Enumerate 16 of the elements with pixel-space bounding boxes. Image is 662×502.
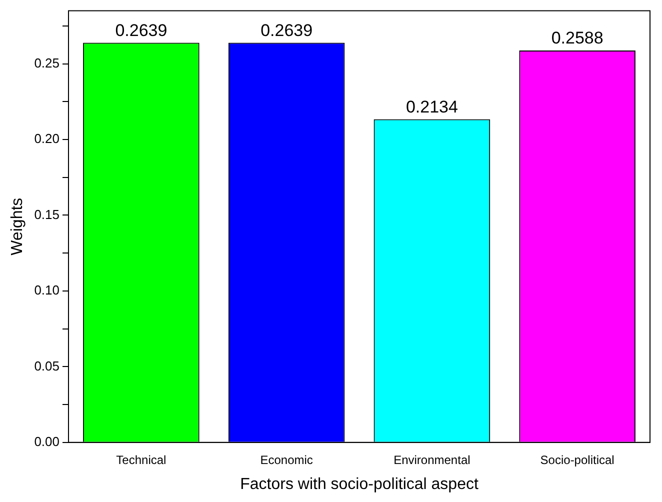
x-axis-title: Factors with socio-political aspect bbox=[240, 476, 479, 493]
y-tick-label: 0.05 bbox=[34, 358, 60, 374]
x-tick-label: Socio-political bbox=[540, 452, 614, 467]
data-label: 0.2134 bbox=[406, 97, 458, 116]
y-tick-label: 0.10 bbox=[34, 282, 60, 298]
y-tick-label: 0.15 bbox=[34, 206, 60, 222]
y-axis-title: Weights bbox=[9, 198, 26, 256]
data-label: 0.2588 bbox=[551, 28, 604, 48]
x-tick-label: Environmental bbox=[394, 452, 470, 467]
data-label: 0.2639 bbox=[115, 20, 168, 40]
y-tick-label: 0.25 bbox=[34, 55, 60, 70]
data-label: 0.2639 bbox=[260, 20, 313, 40]
x-tick-label: Technical bbox=[116, 452, 166, 467]
y-tick-label: 0.20 bbox=[34, 131, 60, 146]
y-tick-label: 0.00 bbox=[34, 434, 60, 449]
x-tick-label: Economic bbox=[260, 452, 313, 467]
